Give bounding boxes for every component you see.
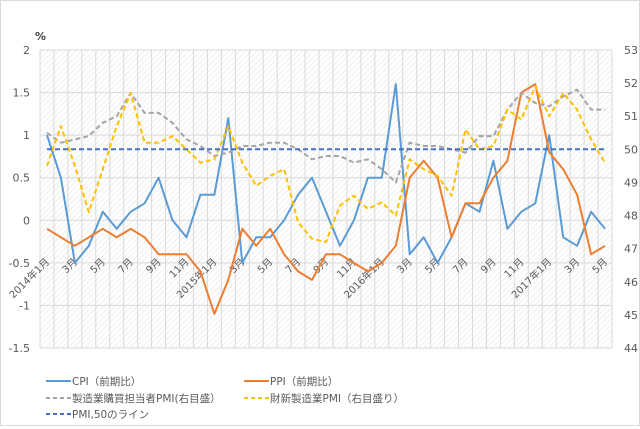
right-axis-tick-label: 49 [624, 176, 638, 189]
legend-item-pmi-official[interactable]: 製造業購買担当者PMI(右目盛） [46, 392, 221, 405]
left-axis-ticks: -1.5 -1 -0.5 0 0.5 1 1.5 2 [9, 44, 30, 355]
series-lines [46, 83, 606, 315]
left-axis-tick-label: -1 [19, 299, 30, 312]
right-axis-tick-label: 46 [624, 276, 638, 289]
legend-label-cpi: CPI（前期比） [72, 375, 141, 388]
legend-label-pmi-50: PMI,50のライン [72, 409, 149, 421]
left-axis-tick-label: 0.5 [13, 172, 31, 185]
legend-label-pmi-official: 製造業購買担当者PMI(右目盛） [72, 392, 221, 405]
right-axis-tick-label: 44 [624, 342, 638, 355]
series-line[interactable] [46, 83, 606, 264]
series-line[interactable] [46, 88, 605, 184]
plot-area [40, 50, 612, 348]
left-axis-tick-label: 2 [23, 44, 30, 57]
legend-item-pmi-50[interactable]: PMI,50のライン [46, 409, 149, 421]
left-axis-tick-label: -1.5 [9, 342, 30, 355]
legend-label-ppi: PPI（前期比） [270, 375, 338, 388]
right-axis-tick-label: 53 [624, 44, 638, 57]
legend: CPI（前期比） PPI（前期比） 製造業購買担当者PMI(右目盛） 財新製造業… [46, 375, 404, 421]
right-axis-tick-label: 52 [624, 77, 638, 90]
legend-item-pmi-caixin[interactable]: 財新製造業PMI（右目盛り） [244, 392, 404, 405]
left-axis-tick-label: -0.5 [9, 257, 30, 270]
horizontal-gridlines [40, 49, 612, 349]
left-axis-tick-label: 1 [23, 129, 30, 142]
series-line[interactable] [46, 83, 606, 315]
right-axis-ticks: 44 45 46 47 48 49 50 51 52 53 [624, 44, 638, 355]
right-axis-tick-label: 47 [624, 243, 638, 256]
series-line[interactable] [46, 85, 606, 243]
left-axis-tick-label: 1.5 [13, 87, 31, 100]
right-axis-tick-label: 51 [624, 110, 638, 123]
legend-item-cpi[interactable]: CPI（前期比） [46, 375, 141, 388]
right-axis-tick-label: 50 [624, 143, 638, 156]
legend-label-pmi-caixin: 財新製造業PMI（右目盛り） [270, 392, 404, 405]
right-axis-tick-label: 48 [624, 210, 638, 223]
legend-item-ppi[interactable]: PPI（前期比） [244, 375, 338, 388]
left-axis-unit: % [35, 30, 46, 43]
right-axis-tick-label: 45 [624, 309, 638, 322]
left-axis-tick-label: 0 [23, 214, 30, 227]
